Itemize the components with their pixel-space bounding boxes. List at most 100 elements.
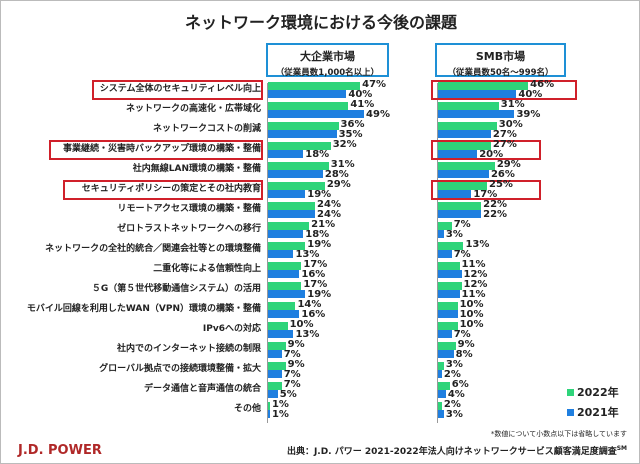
bar-2022年	[268, 382, 282, 390]
data-label: 17%	[303, 259, 328, 270]
category-label: ネットワークコストの削減	[152, 124, 261, 134]
data-label: 7%	[283, 379, 301, 390]
bar-2022年	[438, 162, 495, 170]
panel-header-large: 大企業市場 （従業員数1,000名以上）	[266, 43, 389, 78]
data-label: 35%	[338, 129, 363, 140]
legend-label: 2021年	[577, 406, 619, 419]
data-label: 24%	[317, 199, 341, 210]
bar-2022年	[268, 242, 306, 250]
bar-2021年	[268, 110, 365, 118]
data-label: 13%	[295, 329, 320, 340]
data-label: 27%	[492, 129, 517, 140]
bar-2022年	[438, 122, 497, 130]
data-label: 16%	[301, 309, 326, 320]
data-label: 31%	[330, 159, 355, 170]
panel-subtitle: （従業員数1,000名以上）	[275, 68, 380, 78]
bar-2021年	[268, 170, 323, 178]
bar-2022年	[268, 202, 316, 210]
data-label: 30%	[498, 119, 523, 130]
data-label: 22%	[483, 209, 508, 220]
bar-2021年	[438, 350, 454, 358]
bar-2022年	[268, 102, 349, 110]
axis-smb	[437, 83, 438, 423]
category-label: 二重化等による信頼性向上	[153, 264, 261, 274]
bar-2022年	[438, 102, 499, 110]
bar-2021年	[438, 110, 515, 118]
legend-2021: 2021年	[567, 404, 619, 420]
highlight-box-smb	[431, 180, 541, 200]
bar-2021年	[268, 270, 300, 278]
panel-subtitle: （従業員数50名～999名）	[447, 68, 554, 78]
data-label: 18%	[305, 229, 330, 240]
highlight-box-label	[63, 180, 263, 200]
bar-2022年	[268, 362, 286, 370]
bar-2022年	[268, 162, 329, 170]
data-label: 3%	[445, 359, 463, 370]
category-label: リモートアクセス環境の構築・整備	[117, 204, 261, 214]
data-label: 47%	[362, 79, 387, 90]
bar-2021年	[268, 410, 270, 418]
service-mark: SM	[616, 445, 627, 452]
data-label: 24%	[317, 209, 341, 220]
data-label: 12%	[463, 279, 488, 290]
data-label: 7%	[453, 249, 471, 260]
panel-title: SMB市場	[475, 50, 526, 63]
legend-swatch	[567, 409, 574, 416]
data-label: 4%	[447, 389, 465, 400]
bar-2022年	[438, 262, 460, 270]
category-label: IPv6への対応	[202, 324, 261, 334]
bar-2021年	[438, 210, 482, 218]
bar-2022年	[438, 402, 442, 410]
data-label: 1%	[271, 399, 289, 410]
bar-2021年	[438, 390, 446, 398]
bar-2021年	[438, 270, 462, 278]
bar-2022年	[268, 262, 302, 270]
bar-2021年	[438, 130, 491, 138]
data-label: 3%	[445, 229, 463, 240]
category-label: ゼロトラストネットワークへの移行	[117, 224, 261, 234]
bar-2021年	[438, 190, 472, 198]
bar-2021年	[438, 290, 460, 298]
category-label: 社内無線LAN環境の構築・整備	[132, 164, 261, 174]
bar-2022年	[268, 402, 270, 410]
category-label: セキュリティポリシーの策定とその社内教育	[81, 184, 261, 194]
bar-2021年	[438, 90, 517, 98]
highlight-box-smb	[431, 80, 577, 100]
category-label: 事業継続・災害時バックアップ環境の構築・整備	[62, 144, 261, 154]
bar-2022年	[268, 342, 286, 350]
data-label: 5%	[279, 389, 297, 400]
data-label: 16%	[301, 269, 326, 280]
chart-title: ネットワーク環境における今後の課題	[184, 13, 457, 32]
category-label: ５G（第５世代移動通信システム）の活用	[91, 284, 261, 294]
bar-2022年	[438, 242, 464, 250]
axis-large	[267, 83, 268, 423]
data-label: 31%	[500, 99, 525, 110]
bar-2022年	[268, 142, 331, 150]
highlight-box-label	[49, 140, 263, 160]
data-label: 18%	[305, 149, 330, 160]
category-label: グローバル拠点での接続環境整備・拡大	[99, 364, 261, 374]
bar-2022年	[438, 222, 452, 230]
data-label: 8%	[455, 349, 473, 360]
data-label: 25%	[489, 179, 513, 190]
data-label: 10%	[289, 319, 314, 330]
data-label: 13%	[465, 239, 490, 250]
bar-2022年	[438, 182, 487, 190]
bar-2021年	[268, 350, 282, 358]
data-label: 2%	[443, 369, 461, 380]
data-label: 29%	[326, 179, 351, 190]
category-label: ネットワークの全社的統合／関連会社等との環境整備	[45, 244, 261, 254]
bar-2021年	[268, 330, 294, 338]
bar-2021年	[438, 310, 458, 318]
bar-2022年	[268, 222, 310, 230]
data-label: 7%	[283, 349, 301, 360]
data-label: 13%	[295, 249, 320, 260]
data-label: 49%	[366, 109, 390, 120]
category-label: その他	[233, 404, 261, 414]
panel-header-smb: SMB市場 （従業員数50名～999名）	[435, 43, 566, 78]
data-label: 9%	[287, 339, 305, 350]
legend-swatch	[567, 389, 574, 396]
bar-2022年	[438, 342, 456, 350]
bar-2021年	[268, 290, 306, 298]
